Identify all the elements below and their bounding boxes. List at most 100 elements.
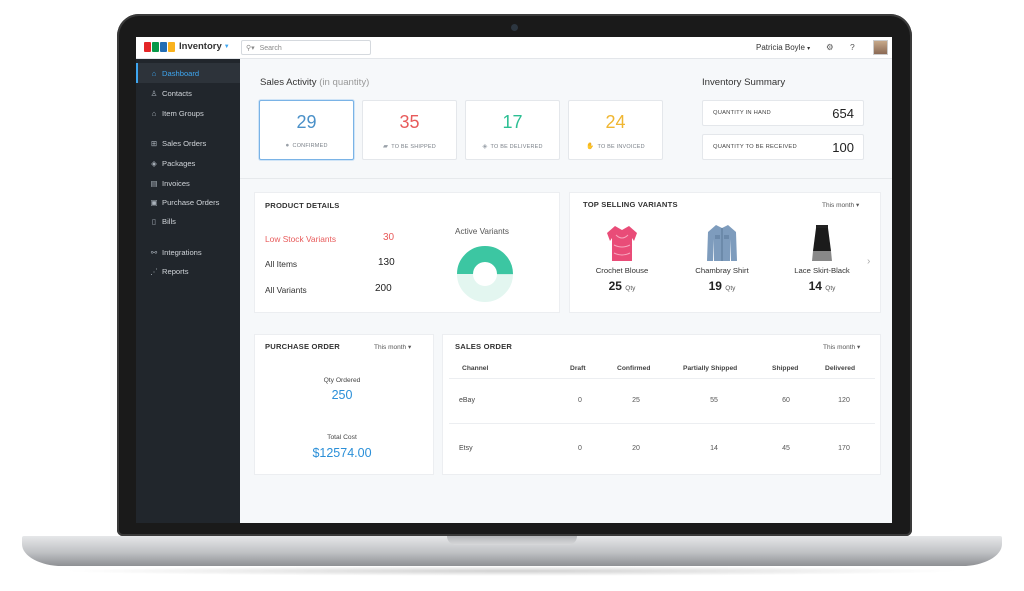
period-dropdown[interactable]: This month ▾ <box>822 201 859 209</box>
sidebar-item-reports[interactable]: ⋰ Reports <box>136 261 240 281</box>
sidebar-item-label: Reports <box>162 266 189 276</box>
app-logo[interactable]: Inventory ▼ <box>144 41 230 52</box>
activity-label: ✋ TO BE INVOICED <box>569 142 662 150</box>
sidebar-item-item-groups[interactable]: ⌂ Item Groups <box>136 103 240 123</box>
sidebar-item-dashboard[interactable]: ⌂ Dashboard <box>136 63 240 83</box>
activity-card-to-be-invoiced[interactable]: 24 ✋ TO BE INVOICED <box>568 100 663 160</box>
draft-cell: 0 <box>578 445 582 452</box>
gear-icon[interactable]: ⚙ <box>826 42 834 52</box>
sidebar-item-invoices[interactable]: ▤ Invoices <box>136 173 240 193</box>
laptop-notch <box>447 536 577 545</box>
variant-chambray-shirt[interactable]: Chambray Shirt 19 Qty <box>677 223 767 293</box>
confirmed-cell: 20 <box>632 445 640 452</box>
home-icon: ⌂ <box>151 68 157 78</box>
table-divider <box>449 423 875 424</box>
caret-down-icon: ▾ <box>856 344 861 351</box>
sidebar-item-label: Contacts <box>162 88 192 98</box>
all-items-label[interactable]: All Items <box>265 259 298 269</box>
avatar[interactable] <box>873 40 888 55</box>
sidebar-item-label: Invoices <box>162 178 190 188</box>
help-icon[interactable]: ? <box>850 42 855 52</box>
shipped-cell: 60 <box>782 397 790 404</box>
period-dropdown[interactable]: This month ▾ <box>374 343 411 351</box>
activity-card-confirmed[interactable]: 29 ● CONFIRMED <box>259 100 354 160</box>
active-variants-label: Active Variants <box>455 227 509 236</box>
partially-shipped-cell: 55 <box>710 397 718 404</box>
total-cost-label: Total Cost <box>327 434 357 441</box>
sales-activity-title: Sales Activity (in quantity) <box>260 77 369 88</box>
delivered-cell: 170 <box>838 445 850 452</box>
variant-name: Chambray Shirt <box>695 266 749 275</box>
partially-shipped-cell: 14 <box>710 445 718 452</box>
quantity-in-hand-card: QUANTITY IN HAND 654 <box>702 100 864 126</box>
variant-crochet-blouse[interactable]: Crochet Blouse 25 Qty <box>577 223 667 293</box>
low-stock-value: 30 <box>383 232 395 243</box>
column-header-delivered: Delivered <box>825 365 856 372</box>
sidebar-item-label: Bills <box>162 216 176 226</box>
variant-qty: 25 Qty <box>577 279 667 293</box>
activity-value: 29 <box>296 112 317 132</box>
all-variants-label[interactable]: All Variants <box>265 285 307 295</box>
sidebar-item-bills[interactable]: ▯ Bills <box>136 211 240 231</box>
divider <box>240 178 892 179</box>
table-divider <box>449 378 875 379</box>
sidebar-item-sales-orders[interactable]: ⊞ Sales Orders <box>136 133 240 153</box>
user-menu[interactable]: Patricia Boyle ▾ <box>756 43 810 52</box>
activity-value: 24 <box>605 112 626 132</box>
delivered-cell: 120 <box>838 397 850 404</box>
item-groups-icon: ⌂ <box>151 108 157 118</box>
top-bar: Inventory ▼ ⚲▾ Search Patricia Boyle ▾ ⚙… <box>136 37 892 59</box>
qty-ordered-value: 250 <box>331 388 353 402</box>
camera <box>511 24 518 31</box>
activity-card-to-be-shipped[interactable]: 35 ▰ TO BE SHIPPED <box>362 100 457 160</box>
channel-cell: Etsy <box>459 445 473 452</box>
qty-ordered-label: Qty Ordered <box>323 377 361 384</box>
chevron-down-icon: ▼ <box>223 43 230 50</box>
low-stock-label[interactable]: Low Stock Variants <box>265 234 337 244</box>
top-selling-title: TOP SELLING VARIANTS <box>583 200 678 209</box>
search-placeholder: Search <box>259 45 282 52</box>
activity-label: ◈ TO BE DELIVERED <box>466 142 559 150</box>
variant-qty-value: 25 <box>608 279 622 293</box>
inventory-label: QUANTITY TO BE RECEIVED <box>713 144 797 150</box>
column-header-confirmed: Confirmed <box>617 365 651 372</box>
draft-cell: 0 <box>578 397 582 404</box>
invoice-icon: ▤ <box>150 178 158 188</box>
sidebar-item-purchase-orders[interactable]: ▣ Purchase Orders <box>136 192 240 212</box>
sales-activity-subtitle: (in quantity) <box>319 77 370 88</box>
activity-card-to-be-delivered[interactable]: 17 ◈ TO BE DELIVERED <box>465 100 560 160</box>
purchase-icon: ▣ <box>150 197 158 207</box>
sidebar-item-integrations[interactable]: ⚯ Integrations <box>136 242 240 262</box>
variant-qty-value: 14 <box>808 279 822 293</box>
period-dropdown[interactable]: This month ▾ <box>823 343 860 351</box>
caret-down-icon: ▾ <box>407 344 412 351</box>
activity-label: ▰ TO BE SHIPPED <box>363 142 456 150</box>
donut-arc <box>457 246 513 302</box>
box-icon: ◈ <box>482 143 488 150</box>
activity-label-text: TO BE SHIPPED <box>391 144 436 150</box>
purchase-order-title: PURCHASE ORDER <box>265 342 340 351</box>
sidebar-item-contacts[interactable]: ♙ Contacts <box>136 83 240 103</box>
reports-icon: ⋰ <box>150 266 158 276</box>
user-name: Patricia Boyle <box>756 43 805 52</box>
chevron-right-icon[interactable]: › <box>867 256 871 267</box>
skirt-icon <box>812 225 832 261</box>
purchase-order-panel <box>254 334 434 475</box>
active-variants-donut: 45 <box>456 245 514 303</box>
shipped-cell: 45 <box>782 445 790 452</box>
search-input[interactable]: ⚲▾ Search <box>241 40 371 55</box>
shirt-icon <box>707 225 737 261</box>
variant-qty-value: 19 <box>708 279 722 293</box>
period-label: This month <box>822 202 855 209</box>
sidebar-item-label: Item Groups <box>162 108 204 118</box>
variant-qty: 14 Qty <box>777 279 867 293</box>
all-items-value: 130 <box>378 257 395 268</box>
variant-lace-skirt-black[interactable]: Lace Skirt-Black 14 Qty <box>777 223 867 293</box>
variant-name: Lace Skirt-Black <box>794 266 850 275</box>
activity-label-text: TO BE INVOICED <box>597 144 645 150</box>
sales-activity-heading: Sales Activity <box>260 77 317 88</box>
activity-label-text: CONFIRMED <box>292 143 328 149</box>
qty-unit: Qty <box>625 285 636 292</box>
confirmed-cell: 25 <box>632 397 640 404</box>
sidebar-item-packages[interactable]: ◈ Packages <box>136 153 240 173</box>
